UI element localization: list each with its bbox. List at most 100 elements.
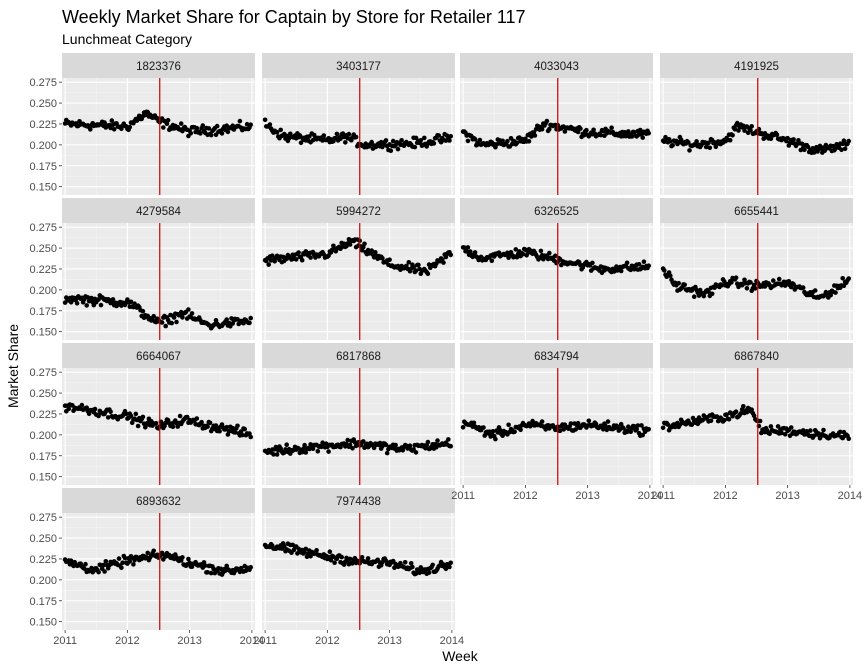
data-point xyxy=(151,313,156,319)
data-point xyxy=(165,117,171,123)
data-point xyxy=(205,570,210,575)
data-point xyxy=(733,275,739,281)
data-point xyxy=(98,302,104,308)
data-point xyxy=(274,452,280,457)
facet-strip-label: 6834794 xyxy=(534,351,579,363)
data-point xyxy=(805,144,811,150)
data-point xyxy=(308,554,313,559)
data-point xyxy=(776,276,782,282)
data-point xyxy=(327,549,333,554)
data-point xyxy=(771,278,776,283)
data-point xyxy=(84,303,89,308)
data-point xyxy=(581,132,587,138)
data-point xyxy=(839,147,844,153)
data-point xyxy=(346,131,352,137)
data-point xyxy=(741,404,746,409)
data-point xyxy=(96,413,101,419)
data-point xyxy=(846,138,851,144)
data-point xyxy=(408,561,414,566)
data-point xyxy=(395,146,401,152)
data-point xyxy=(350,561,355,566)
data-point xyxy=(361,439,366,444)
data-point xyxy=(821,427,826,433)
data-point xyxy=(691,294,697,300)
data-point xyxy=(208,132,214,138)
data-point xyxy=(224,424,229,430)
data-point xyxy=(347,556,353,562)
data-point xyxy=(82,566,87,571)
data-point xyxy=(188,131,194,136)
data-point xyxy=(687,148,692,153)
data-point xyxy=(206,126,212,131)
data-point xyxy=(314,548,319,553)
data-point xyxy=(448,560,454,566)
facet-strip-label: 6326525 xyxy=(534,206,579,218)
data-point xyxy=(345,437,351,443)
y-tick-label: 0.150 xyxy=(29,472,57,484)
data-point xyxy=(293,257,299,262)
facet-strip xyxy=(660,53,853,78)
data-point xyxy=(194,416,200,421)
data-point xyxy=(315,449,321,454)
data-point xyxy=(178,121,184,126)
data-point xyxy=(426,570,432,575)
data-point xyxy=(270,253,275,258)
data-point xyxy=(186,307,191,312)
y-tick-label: 0.275 xyxy=(29,77,57,89)
data-point xyxy=(618,268,624,274)
data-point xyxy=(749,407,754,413)
data-point xyxy=(748,127,753,133)
data-point xyxy=(218,566,224,572)
data-point xyxy=(744,409,750,415)
data-point xyxy=(89,295,94,301)
y-tick-label: 0.275 xyxy=(29,367,57,379)
data-point xyxy=(353,134,359,140)
x-tick-label: 2013 xyxy=(775,490,799,502)
data-point xyxy=(840,276,845,281)
x-tick-label: 2013 xyxy=(377,635,401,647)
data-point xyxy=(299,257,305,263)
data-point xyxy=(706,289,711,295)
data-point xyxy=(573,427,578,432)
data-point xyxy=(846,276,851,281)
data-point xyxy=(200,123,206,128)
data-point xyxy=(202,563,208,568)
data-point xyxy=(605,419,611,424)
data-point xyxy=(447,564,452,570)
data-point xyxy=(102,569,107,574)
data-point xyxy=(296,250,301,255)
data-point xyxy=(513,247,519,252)
data-point xyxy=(164,121,170,126)
data-point xyxy=(127,559,133,564)
facet-panel-5994272: 5994272 xyxy=(262,198,455,340)
data-point xyxy=(632,267,637,272)
data-point xyxy=(729,280,734,285)
data-point xyxy=(350,446,355,451)
data-point xyxy=(244,121,250,127)
facet-panel-4191925: 4191925 xyxy=(660,53,853,195)
data-point xyxy=(412,144,418,150)
data-point xyxy=(116,556,122,561)
data-point xyxy=(646,427,651,432)
x-tick-label: 2013 xyxy=(575,490,599,502)
data-point xyxy=(609,125,614,130)
data-point xyxy=(369,248,375,253)
data-point xyxy=(584,127,589,133)
data-point xyxy=(189,311,195,316)
data-point xyxy=(575,420,581,426)
y-tick-label: 0.150 xyxy=(29,327,57,339)
data-point xyxy=(751,413,757,419)
y-tick-label: 0.150 xyxy=(29,182,57,194)
data-point xyxy=(140,414,146,420)
data-point xyxy=(730,133,735,138)
data-point xyxy=(767,431,772,437)
data-point xyxy=(435,438,440,443)
data-point xyxy=(662,268,667,273)
data-point xyxy=(84,405,89,411)
data-point xyxy=(505,138,510,144)
data-point xyxy=(634,426,639,432)
data-point xyxy=(464,249,470,254)
x-axis-title: Week xyxy=(442,648,479,664)
data-point xyxy=(575,129,581,135)
data-point xyxy=(161,125,166,130)
